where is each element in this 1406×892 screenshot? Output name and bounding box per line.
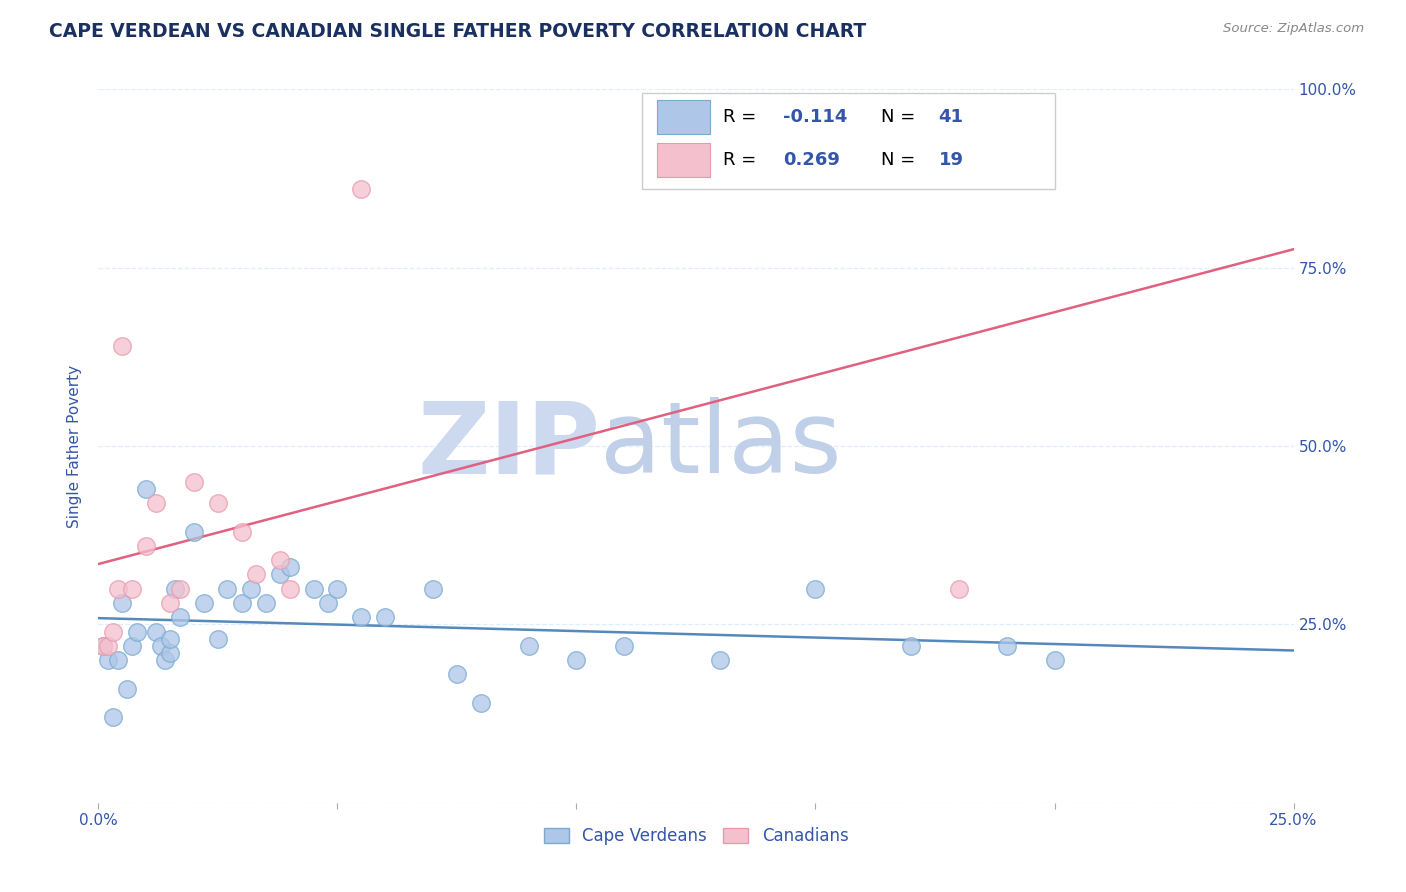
Point	[995, 639, 1018, 653]
Text: 0.269: 0.269	[783, 151, 841, 169]
Point	[709, 653, 731, 667]
Point	[316, 596, 339, 610]
Point	[149, 639, 172, 653]
Point	[183, 524, 205, 539]
Point	[269, 553, 291, 567]
Point	[217, 582, 239, 596]
Point	[326, 582, 349, 596]
Point	[159, 646, 181, 660]
Text: CAPE VERDEAN VS CANADIAN SINGLE FATHER POVERTY CORRELATION CHART: CAPE VERDEAN VS CANADIAN SINGLE FATHER P…	[49, 22, 866, 41]
Text: 19: 19	[939, 151, 963, 169]
Point	[269, 567, 291, 582]
Text: 41: 41	[939, 108, 963, 126]
Point	[245, 567, 267, 582]
Point	[804, 582, 827, 596]
Point	[115, 681, 138, 696]
Text: Source: ZipAtlas.com: Source: ZipAtlas.com	[1223, 22, 1364, 36]
FancyBboxPatch shape	[643, 93, 1054, 189]
Point	[135, 482, 157, 496]
Point	[446, 667, 468, 681]
Text: ZIP: ZIP	[418, 398, 600, 494]
Text: R =: R =	[724, 108, 762, 126]
Point	[278, 582, 301, 596]
Point	[207, 632, 229, 646]
Point	[111, 339, 134, 353]
Point	[169, 610, 191, 624]
Point	[169, 582, 191, 596]
Point	[145, 496, 167, 510]
Point	[107, 582, 129, 596]
Point	[159, 632, 181, 646]
Point	[101, 624, 124, 639]
Point	[101, 710, 124, 724]
Point	[163, 582, 186, 596]
Point	[207, 496, 229, 510]
Point	[565, 653, 588, 667]
Point	[350, 610, 373, 624]
Point	[254, 596, 277, 610]
Y-axis label: Single Father Poverty: Single Father Poverty	[67, 365, 83, 527]
Point	[121, 582, 143, 596]
Text: R =: R =	[724, 151, 762, 169]
Point	[422, 582, 444, 596]
Point	[948, 582, 970, 596]
Text: -0.114: -0.114	[783, 108, 848, 126]
Point	[278, 560, 301, 574]
Point	[159, 596, 181, 610]
Point	[145, 624, 167, 639]
Point	[193, 596, 215, 610]
Point	[107, 653, 129, 667]
Point	[121, 639, 143, 653]
Point	[91, 639, 114, 653]
Point	[97, 639, 120, 653]
Point	[350, 182, 373, 196]
Point	[183, 475, 205, 489]
Bar	[657, 143, 710, 177]
Point	[1043, 653, 1066, 667]
Point	[135, 539, 157, 553]
Point	[231, 524, 253, 539]
Point	[470, 696, 492, 710]
Point	[97, 653, 120, 667]
Text: N =: N =	[882, 151, 921, 169]
Point	[111, 596, 134, 610]
Point	[125, 624, 148, 639]
Text: atlas: atlas	[600, 398, 842, 494]
Point	[517, 639, 540, 653]
Point	[374, 610, 396, 624]
Point	[302, 582, 325, 596]
Point	[900, 639, 922, 653]
Legend: Cape Verdeans, Canadians: Cape Verdeans, Canadians	[537, 821, 855, 852]
Point	[240, 582, 263, 596]
Point	[91, 639, 114, 653]
Point	[231, 596, 253, 610]
Point	[613, 639, 636, 653]
Point	[995, 139, 1018, 153]
Text: N =: N =	[882, 108, 921, 126]
Point	[155, 653, 177, 667]
Bar	[657, 100, 710, 134]
